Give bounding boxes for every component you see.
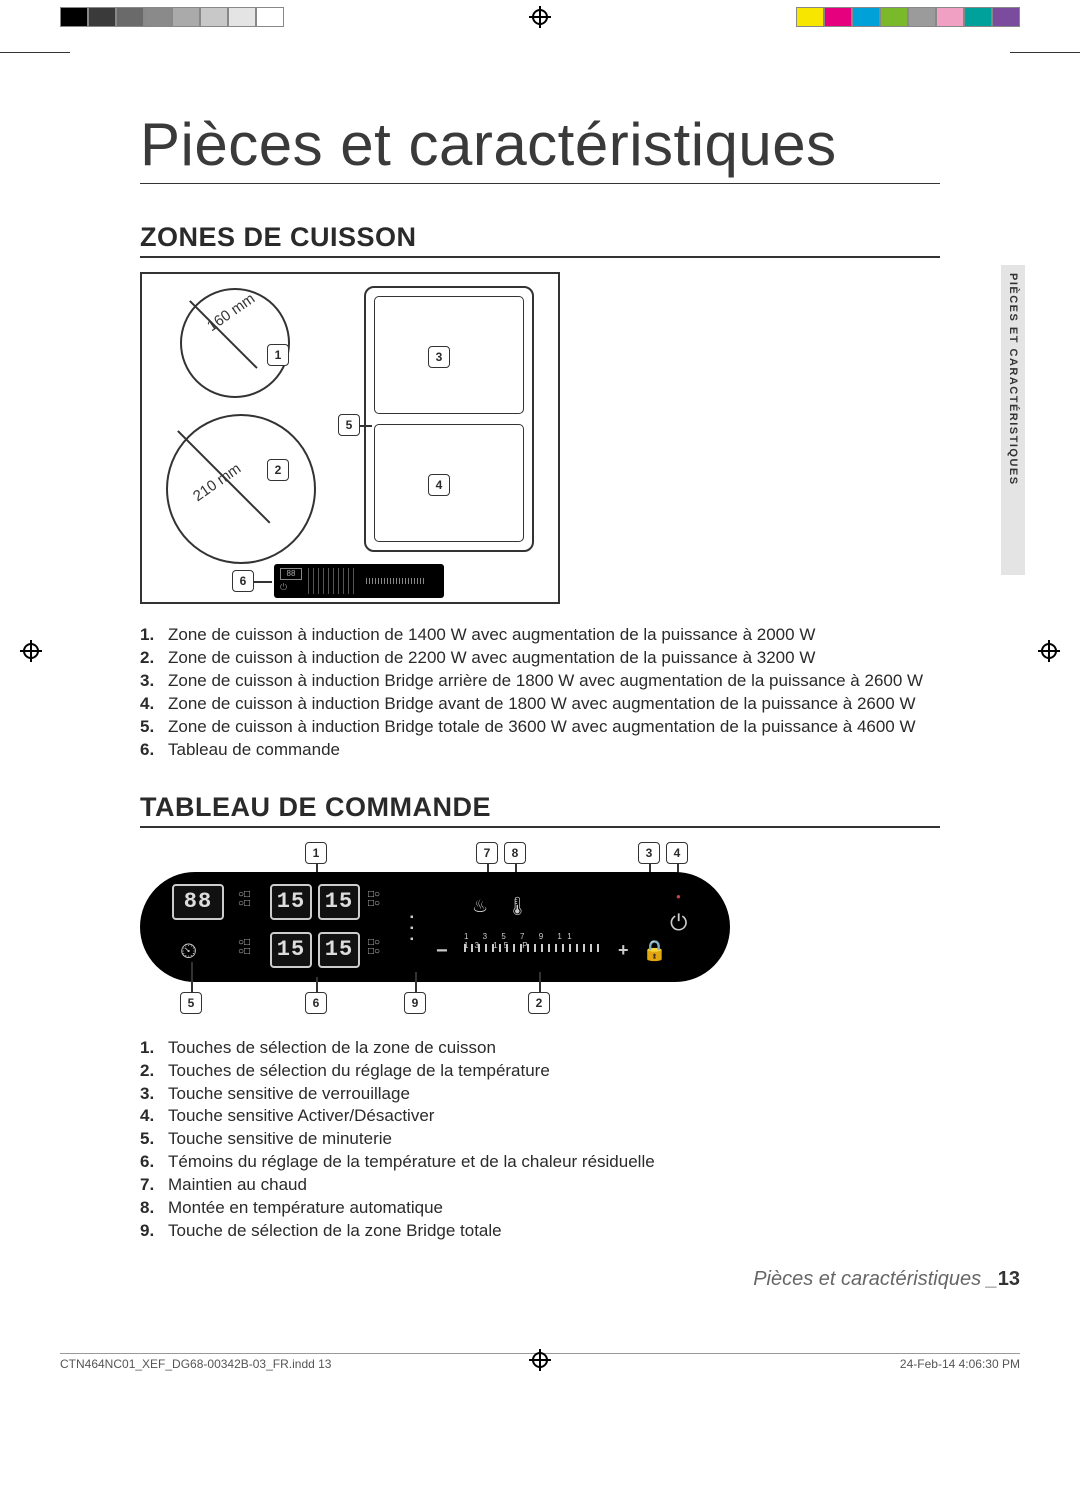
- panel-marker: 6: [305, 992, 327, 1014]
- side-tab-label: PIÈCES ET CARACTÉRISTIQUES: [1007, 265, 1019, 486]
- panel-heading: TABLEAU DE COMMANDE: [140, 792, 940, 828]
- registration-mark-icon: [20, 640, 42, 662]
- zone-selector-icon: ○□○□: [238, 938, 250, 956]
- zone-marker: 3: [428, 346, 450, 368]
- right-swatches: [796, 7, 1020, 27]
- zones-legend: 1.Zone de cuisson à induction de 1400 W …: [140, 624, 940, 762]
- zones-figure: 160 mm 210 mm 1 2 3 4 5 6 88 ⏻: [140, 272, 560, 604]
- legend-item: 6.Témoins du réglage de la température e…: [140, 1151, 940, 1174]
- section-side-tab: PIÈCES ET CARACTÉRISTIQUES: [1001, 265, 1025, 575]
- registration-mark-icon: [529, 6, 551, 28]
- legend-item: 9.Touche de sélection de la zone Bridge …: [140, 1220, 940, 1243]
- legend-item: 2.Touches de sélection du réglage de la …: [140, 1060, 940, 1083]
- printer-color-bar: [0, 6, 1080, 28]
- legend-item: 5.Zone de cuisson à induction Bridge tot…: [140, 716, 940, 739]
- panel-marker: 5: [180, 992, 202, 1014]
- source-file: CTN464NC01_XEF_DG68-00342B-03_FR.indd 13: [60, 1357, 331, 1371]
- panel-marker: 3: [638, 842, 660, 864]
- zone-marker: 2: [267, 459, 289, 481]
- lock-icon: 🔒: [642, 938, 667, 963]
- zone-marker: 6: [232, 570, 254, 592]
- panel-marker: 1: [305, 842, 327, 864]
- panel-legend: 1.Touches de sélection de la zone de cui…: [140, 1037, 940, 1243]
- zone-marker: 4: [428, 474, 450, 496]
- zone-marker: 1: [267, 344, 289, 366]
- legend-item: 2.Zone de cuisson à induction de 2200 W …: [140, 647, 940, 670]
- zone-selector-icon: □○□○: [368, 938, 380, 956]
- legend-item: 3.Touche sensitive de verrouillage: [140, 1083, 940, 1106]
- minus-button: −: [436, 940, 448, 963]
- quick-heat-icon: 🌡: [506, 896, 529, 917]
- heat-display: 15: [318, 884, 360, 920]
- heat-display: 15: [270, 932, 312, 968]
- print-timestamp: 24-Feb-14 4:06:30 PM: [900, 1357, 1020, 1371]
- power-led-icon: ●: [676, 892, 681, 901]
- plus-button: +: [618, 940, 629, 961]
- timer-icon: ⏲: [180, 938, 197, 964]
- legend-item: 4.Zone de cuisson à induction Bridge ava…: [140, 693, 940, 716]
- legend-item: 4.Touche sensitive Activer/Désactiver: [140, 1105, 940, 1128]
- registration-mark-icon: [1038, 640, 1060, 662]
- panel-marker: 7: [476, 842, 498, 864]
- heat-display: 15: [318, 932, 360, 968]
- legend-item: 7.Maintien au chaud: [140, 1174, 940, 1197]
- legend-item: 3.Zone de cuisson à induction Bridge arr…: [140, 670, 940, 693]
- zones-heading: ZONES DE CUISSON: [140, 222, 940, 258]
- power-icon: ⏻: [670, 910, 687, 936]
- left-swatches: [60, 7, 284, 27]
- keep-warm-icon: ♨: [472, 896, 488, 917]
- heat-slider: 1 3 5 7 9 11 13 15 P: [454, 934, 614, 954]
- panel-figure: 1 7 8 3 4 88 ⏲ ○□○□ ○□○□ 15 15 15 15 □○□…: [140, 842, 730, 1017]
- zone-selector-icon: ○□○□: [238, 890, 250, 908]
- footer-section-title: Pièces et caractéristiques _13: [753, 1268, 1020, 1291]
- panel-marker: 4: [666, 842, 688, 864]
- zone-marker: 5: [338, 414, 360, 436]
- panel-marker: 9: [404, 992, 426, 1014]
- panel-marker: 8: [504, 842, 526, 864]
- zone-selector-icon: □○□○: [368, 890, 380, 908]
- heat-display: 15: [270, 884, 312, 920]
- timer-display: 88: [172, 884, 224, 920]
- registration-mark-icon: [529, 1349, 551, 1371]
- legend-item: 6.Tableau de commande: [140, 739, 940, 762]
- legend-item: 1.Zone de cuisson à induction de 1400 W …: [140, 624, 940, 647]
- page-title: Pièces et caractéristiques: [140, 110, 940, 184]
- panel-marker: 2: [528, 992, 550, 1014]
- bridge-indicator-icon: ▪▪▪: [410, 912, 414, 945]
- legend-item: 5.Touche sensitive de minuterie: [140, 1128, 940, 1151]
- legend-item: 8.Montée en température automatique: [140, 1197, 940, 1220]
- legend-item: 1.Touches de sélection de la zone de cui…: [140, 1037, 940, 1060]
